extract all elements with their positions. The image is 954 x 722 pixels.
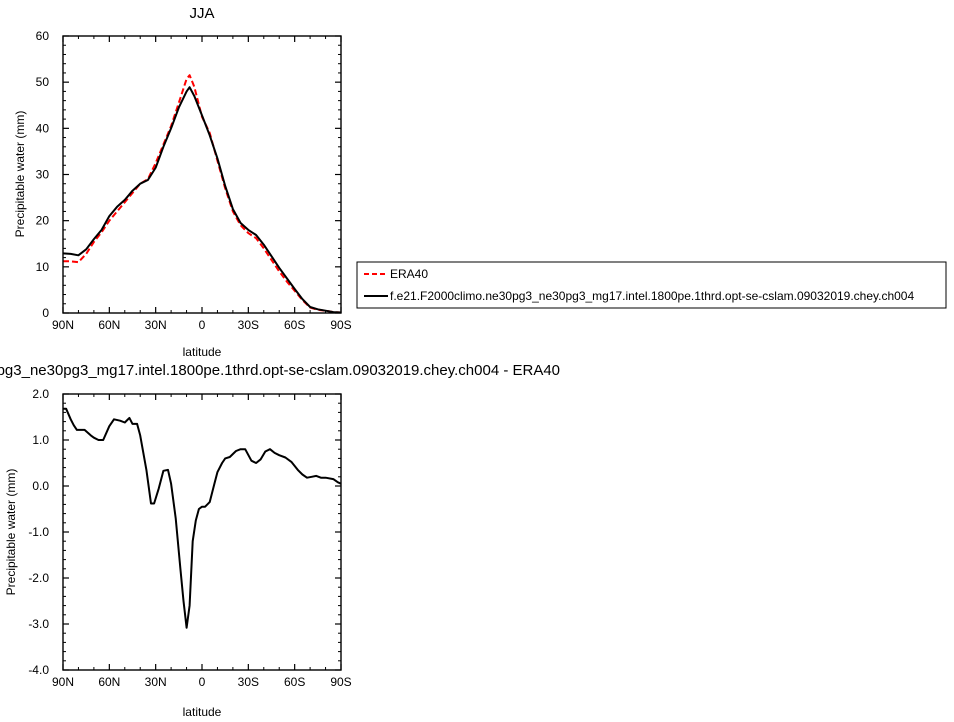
bottom-y-tick-label: 1.0	[32, 433, 49, 447]
top-x-tick-label: 60S	[284, 318, 305, 332]
top-x-tick-label: 30S	[238, 318, 259, 332]
bottom-chart-x-axis-label: latitude	[183, 705, 222, 719]
top-series-line-model	[62, 86, 342, 314]
legend: ERA40 f.e21.F2000climo.ne30pg3_ne30pg3_m…	[356, 261, 947, 309]
bottom-y-tick-label: -4.0	[28, 663, 49, 677]
top-y-tick-label: 30	[36, 168, 50, 182]
bottom-chart-plot-frame	[62, 393, 342, 671]
top-y-tick-label: 0	[42, 306, 49, 320]
top-y-tick-label: 20	[36, 214, 50, 228]
bottom-chart-title: f.e21.F2000climo.ne30pg3_ne30pg3_mg17.in…	[0, 362, 560, 379]
top-chart-ticks: 90N 60N 30N 0 30S 60S 90S 0 10 20 30 40 50 60	[36, 29, 352, 332]
top-chart-plot-frame	[62, 35, 342, 314]
top-y-tick-label: 50	[36, 75, 50, 89]
top-x-tick-label: 90S	[330, 318, 351, 332]
top-chart-series	[62, 74, 342, 314]
top-y-tick-label: 60	[36, 29, 50, 43]
bottom-y-tick-label: -1.0	[28, 525, 49, 539]
legend-era40-label: ERA40	[390, 267, 428, 281]
top-y-tick-label: 10	[36, 260, 50, 274]
bottom-y-tick-label: -3.0	[28, 617, 49, 631]
bottom-x-tick-label: 60S	[284, 675, 305, 689]
top-x-tick-label: 90N	[52, 318, 74, 332]
top-chart-x-axis-label: latitude	[183, 345, 222, 359]
bottom-y-tick-label: -2.0	[28, 571, 49, 585]
top-y-tick-label: 40	[36, 121, 50, 135]
bottom-chart-series	[63, 407, 342, 629]
bottom-y-tick-label: 0.0	[32, 479, 49, 493]
top-chart-y-axis-label: Precipitable water (mm)	[13, 111, 27, 238]
bottom-x-tick-label: 30S	[238, 675, 259, 689]
bottom-x-tick-label: 30N	[145, 675, 167, 689]
top-x-tick-label: 30N	[145, 318, 167, 332]
legend-model-label: f.e21.F2000climo.ne30pg3_ne30pg3_mg17.in…	[390, 289, 914, 303]
top-chart-title: JJA	[189, 5, 214, 22]
bottom-x-tick-label: 60N	[98, 675, 120, 689]
bottom-series-line-model	[63, 407, 342, 629]
bottom-x-tick-label: 0	[199, 675, 206, 689]
legend-box	[356, 261, 947, 309]
bottom-y-tick-label: 2.0	[32, 387, 49, 401]
bottom-chart-panel: f.e21.F2000climo.ne30pg3_ne30pg3_mg17.in…	[0, 362, 560, 719]
top-x-tick-label: 0	[199, 318, 206, 332]
top-series-line-era40	[63, 74, 342, 314]
top-x-tick-label: 60N	[98, 318, 120, 332]
bottom-chart-y-axis-label: Precipitable water (mm)	[4, 469, 18, 596]
bottom-x-tick-label: 90S	[330, 675, 351, 689]
bottom-chart-ticks: 90N 60N 30N 0 30S 60S 90S -4.0 -3.0 -2.0 -1.0 0.0 1.…	[28, 387, 351, 689]
bottom-x-tick-label: 90N	[52, 675, 74, 689]
top-chart-panel: JJA Precipitable water (mm) latitude 90N…	[13, 5, 352, 359]
